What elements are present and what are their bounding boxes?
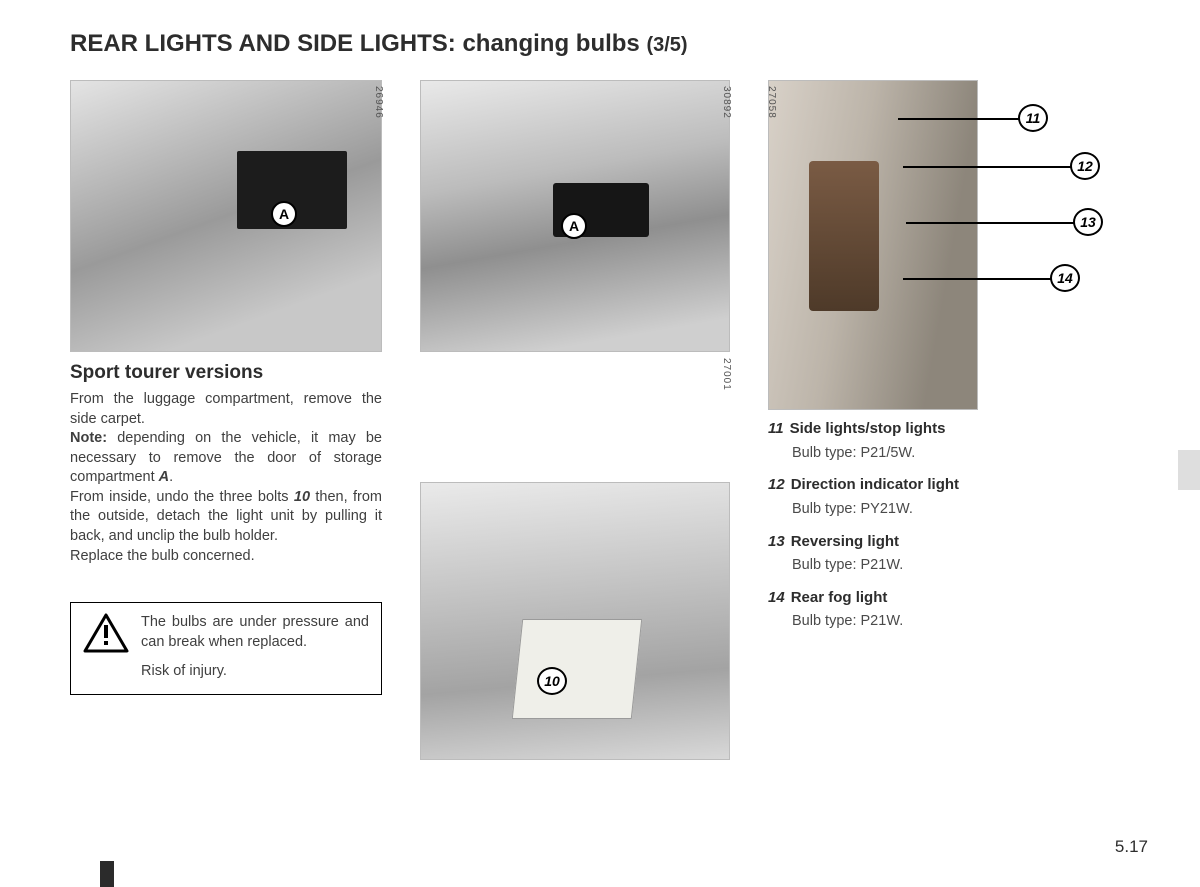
bulb-num-14: 14 — [768, 589, 785, 606]
figure-left: A — [70, 80, 382, 352]
bulb-num-13: 13 — [768, 533, 785, 550]
figure-mid-top-wrap: A 30892 — [420, 80, 730, 352]
bulb-name-11: Side lights/stop lights — [790, 420, 946, 437]
leader-13 — [906, 222, 1076, 224]
page-number: 5.17 — [1115, 837, 1148, 857]
page-title: REAR LIGHTS AND SIDE LIGHTS: changing bu… — [70, 30, 1150, 58]
figure-mid-top-id: 30892 — [721, 86, 732, 119]
warning-icon — [83, 613, 129, 653]
note-tail: . — [169, 469, 173, 485]
columns: A 26946 Sport tourer versions From the l… — [70, 80, 1150, 760]
callout-A-mid: A — [561, 213, 587, 239]
figure-right-shell: 27058 11 12 13 14 — [768, 80, 1118, 410]
figure-right-bracket — [809, 161, 879, 311]
leader-12 — [903, 166, 1073, 168]
bulb-name-12: Direction indicator light — [791, 476, 959, 493]
warning-text: The bulbs are under pressure and can bre… — [141, 613, 369, 682]
leader-11 — [898, 118, 1022, 120]
figure-mid-top: A — [420, 80, 730, 352]
figure-mid-bottom-hole — [512, 619, 643, 719]
callout-12: 12 — [1070, 152, 1100, 180]
bulb-item-13: 13 Reversing light Bulb type: P21W. — [768, 531, 1118, 577]
figure-mid-bottom-wrap: 10 27001 — [420, 352, 730, 760]
bulb-list: 11 Side lights/stop lights Bulb type: P21… — [768, 418, 1118, 643]
warning-line2: Risk of injury. — [141, 662, 369, 682]
subheading-sport-tourer: Sport tourer versions — [70, 362, 382, 384]
warning-line1: The bulbs are under pressure and can bre… — [141, 613, 369, 652]
callout-14: 14 — [1050, 264, 1080, 292]
title-sub: (3/5) — [646, 34, 687, 56]
bulb-item-12: 12 Direction indicator light Bulb type: P… — [768, 474, 1118, 520]
figure-mid-bottom: 10 — [420, 482, 730, 760]
bulb-item-11: 11 Side lights/stop lights Bulb type: P21… — [768, 418, 1118, 464]
callout-11: 11 — [1018, 104, 1048, 132]
note-ref: A — [159, 469, 169, 485]
figure-mid-bottom-id: 27001 — [721, 358, 732, 391]
figure-left-wrap: A 26946 — [70, 80, 382, 352]
bulb-num-11: 11 — [768, 420, 784, 437]
note-text: depending on the vehicle, it may be nece… — [70, 430, 382, 485]
para4: Replace the bulb concerned. — [70, 548, 255, 564]
column-left: A 26946 Sport tourer versions From the l… — [70, 80, 382, 760]
bulb-name-14: Rear fog light — [791, 589, 888, 606]
bulb-name-13: Reversing light — [791, 533, 899, 550]
callout-13: 13 — [1073, 208, 1103, 236]
bottom-tab — [100, 861, 114, 887]
title-main: REAR LIGHTS AND SIDE LIGHTS: changing bu… — [70, 30, 640, 57]
bulb-type-11: Bulb type: P21/5W. — [768, 443, 1118, 465]
note-label: Note: — [70, 430, 107, 446]
para3a: From inside, undo the three bolts — [70, 489, 294, 505]
warning-box: The bulbs are under pressure and can bre… — [70, 602, 382, 695]
side-tab — [1178, 450, 1200, 490]
bulb-num-12: 12 — [768, 476, 785, 493]
bulb-type-13: Bulb type: P21W. — [768, 555, 1118, 577]
figure-right — [768, 80, 978, 410]
body-text: From the luggage compartment, remove the… — [70, 390, 382, 566]
callout-10: 10 — [537, 667, 567, 695]
bulb-type-14: Bulb type: P21W. — [768, 611, 1118, 633]
bulb-type-12: Bulb type: PY21W. — [768, 499, 1118, 521]
figure-right-id: 27058 — [766, 86, 777, 119]
figure-left-id: 26946 — [373, 86, 384, 119]
column-right: 27058 11 12 13 14 11 Side lights/stop lig… — [768, 80, 1118, 760]
callout-A-left: A — [271, 201, 297, 227]
para1: From the luggage compartment, remove the… — [70, 391, 382, 427]
leader-14 — [903, 278, 1053, 280]
para3-ref: 10 — [294, 489, 310, 505]
bulb-item-14: 14 Rear fog light Bulb type: P21W. — [768, 587, 1118, 633]
column-middle: A 30892 10 27001 — [420, 80, 730, 760]
